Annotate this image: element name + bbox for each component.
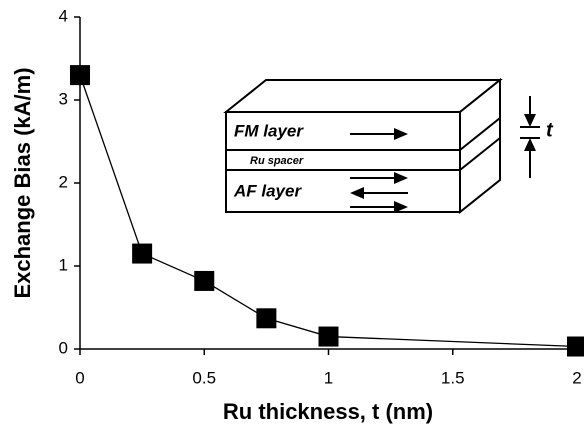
inset-label: Ru spacer	[250, 155, 304, 167]
inset-label: FM layer	[234, 121, 304, 140]
data-point	[318, 326, 339, 347]
inset-label: t	[546, 119, 554, 141]
x-tick-label: 1.5	[441, 368, 465, 387]
x-tick-label: 2	[572, 368, 581, 387]
data-point	[256, 308, 277, 329]
data-point	[567, 336, 584, 357]
inset-label: AF layer	[233, 181, 302, 200]
data-line	[79, 74, 578, 348]
y-tick-label: 1	[59, 255, 68, 274]
x-tick-label: 0.5	[192, 368, 216, 387]
y-axis-label: Exchange Bias (kA/m)	[10, 67, 35, 298]
y-tick-label: 0	[59, 338, 68, 357]
x-axis-label: Ru thickness, t (nm)	[223, 399, 433, 424]
y-tick-label: 4	[59, 6, 68, 25]
data-point	[194, 270, 215, 291]
data-point	[132, 243, 153, 264]
y-tick-label: 2	[59, 172, 68, 191]
x-tick-label: 0	[75, 368, 84, 387]
data-point	[70, 65, 90, 86]
inset-diagram	[223, 77, 540, 215]
y-tick-label: 3	[59, 89, 68, 108]
x-tick-label: 1	[324, 368, 333, 387]
